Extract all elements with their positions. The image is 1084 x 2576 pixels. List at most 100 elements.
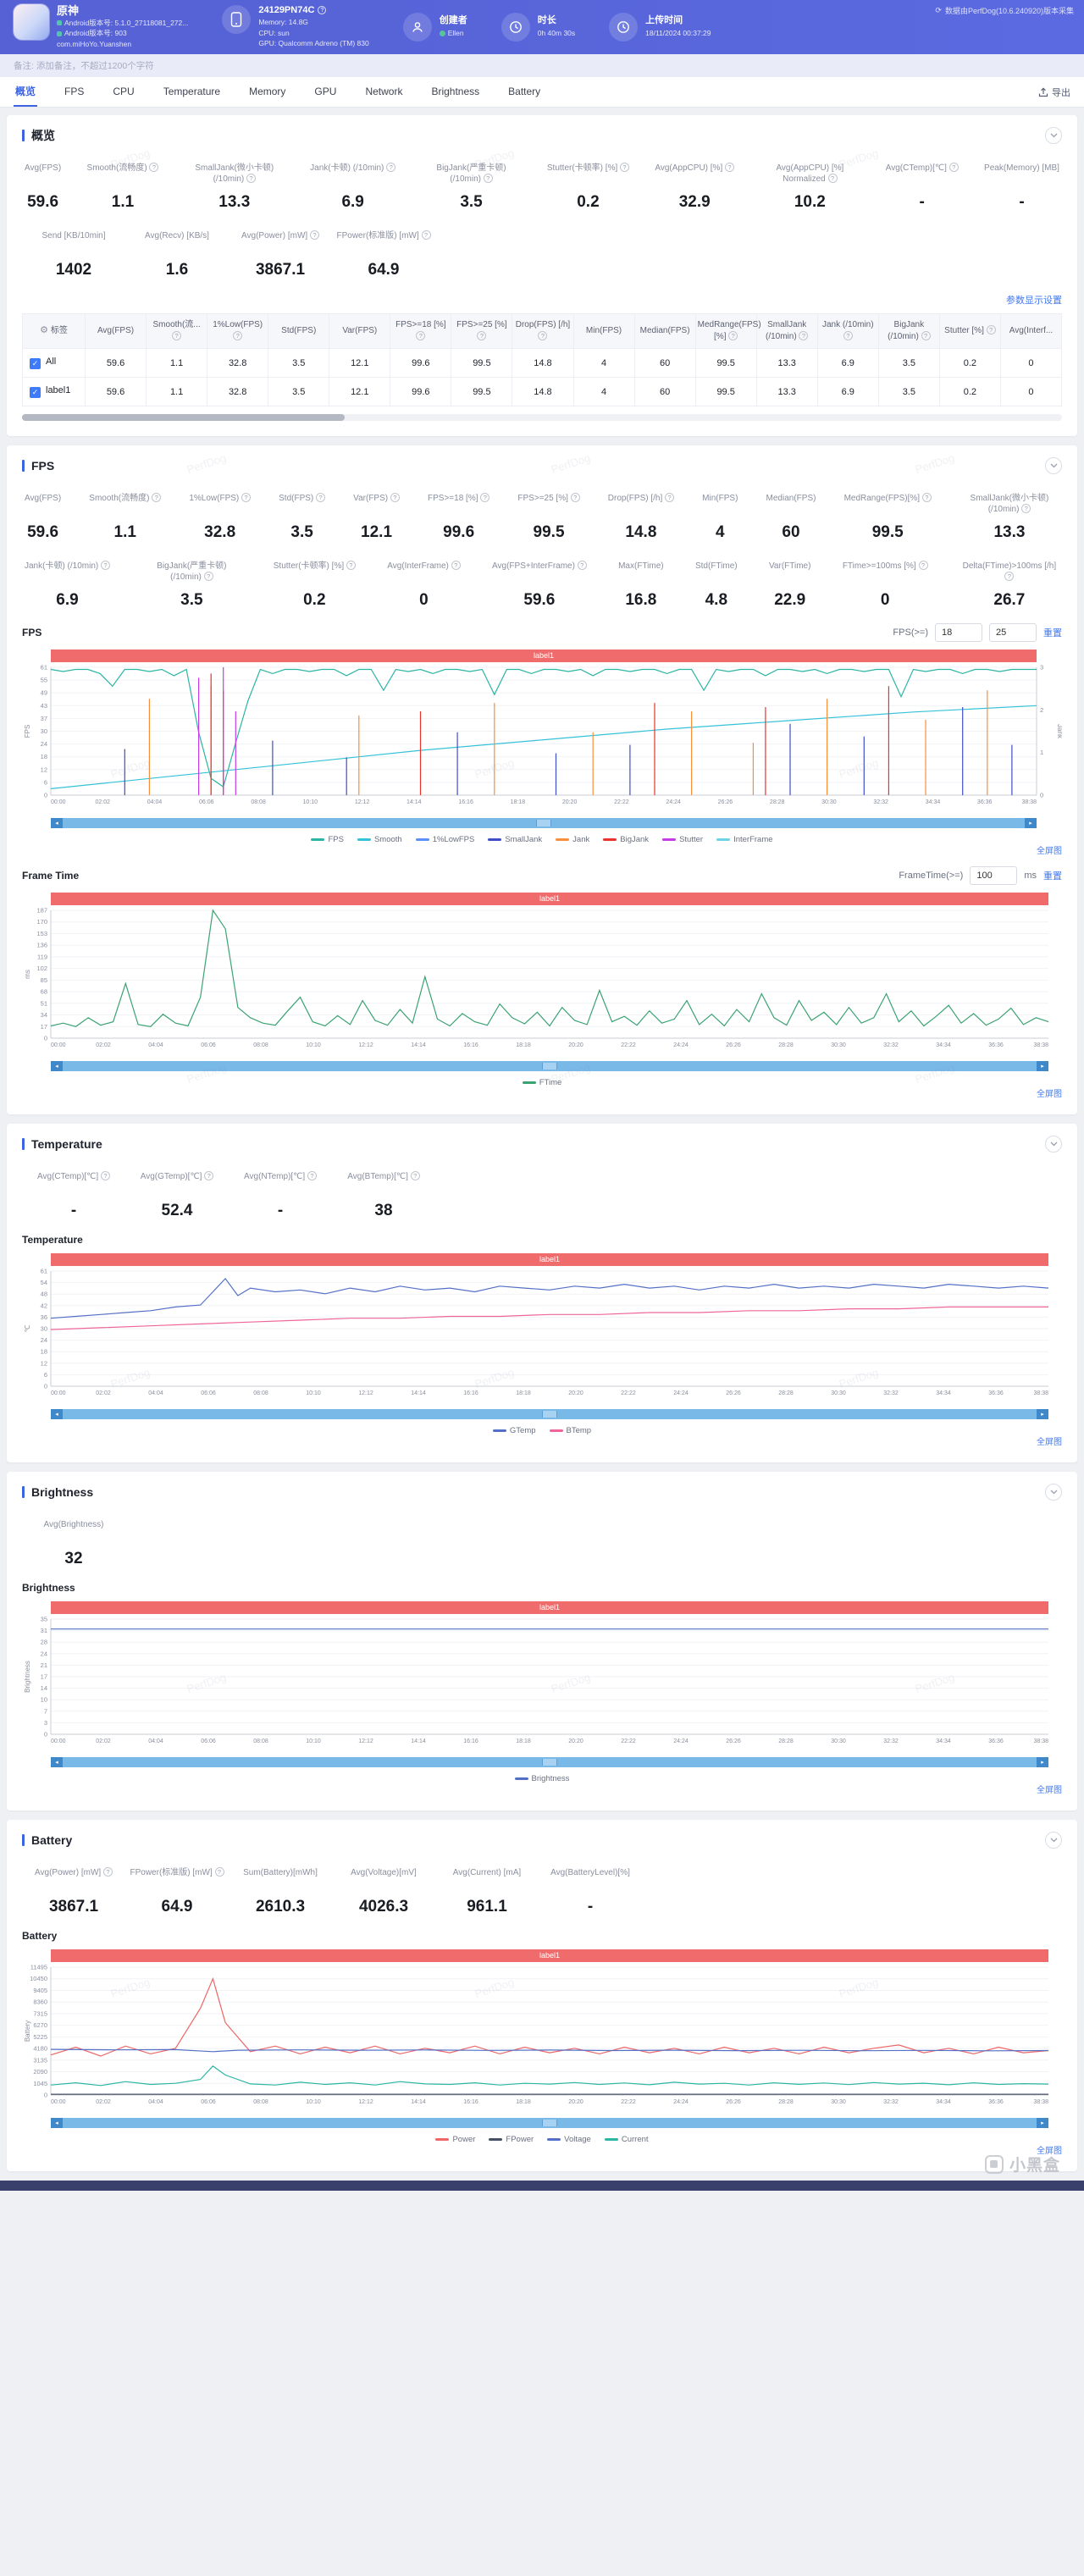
tab-item-0[interactable]: 概览: [14, 77, 38, 107]
table-row[interactable]: ✓ All 59.6 1.1 32.8 3.5 12.1 99.6 99.5 14.8 4 60 99.…: [22, 348, 1063, 378]
collapse-brightness-button[interactable]: [1045, 1484, 1062, 1501]
tab-item-2[interactable]: CPU: [113, 85, 135, 97]
tab-item-4[interactable]: Memory: [249, 85, 286, 97]
info-icon[interactable]: ?: [483, 174, 493, 183]
legend-item[interactable]: Power: [435, 2135, 475, 2144]
info-icon[interactable]: ?: [570, 493, 580, 502]
legend-item[interactable]: GTemp: [492, 1426, 536, 1435]
frametime-fullscreen-link[interactable]: 全屏图: [1037, 1090, 1062, 1099]
info-icon[interactable]: ?: [477, 330, 487, 340]
tab-item-6[interactable]: Network: [365, 85, 403, 97]
table-row[interactable]: ✓ label1 59.6 1.1 32.8 3.5 12.1 99.6 99.5 14.8 4 60…: [22, 377, 1063, 406]
scroll-right-button[interactable]: ▸: [1037, 1409, 1048, 1419]
info-icon[interactable]: ?: [538, 330, 548, 340]
temperature-fullscreen-link[interactable]: 全屏图: [1037, 1438, 1062, 1447]
scroll-left-button[interactable]: ◂: [51, 2118, 63, 2128]
scroll-left-button[interactable]: ◂: [51, 1409, 63, 1419]
legend-item[interactable]: BTemp: [549, 1426, 591, 1435]
scroll-right-button[interactable]: ▸: [1037, 1757, 1048, 1767]
brightness-fullscreen-link[interactable]: 全屏图: [1037, 1786, 1062, 1795]
fps-reset-link[interactable]: 重置: [1043, 628, 1062, 638]
legend-item[interactable]: Jank: [556, 835, 589, 844]
temperature-chart[interactable]: 61 54 48 42 36 30 24 18 12 6 0 00:00 02:02 04:04 06:06…: [22, 1266, 1062, 1406]
legend-item[interactable]: Stutter: [662, 835, 703, 844]
tab-item-5[interactable]: GPU: [314, 85, 337, 97]
info-icon[interactable]: ?: [246, 174, 257, 183]
collapse-battery-button[interactable]: [1045, 1832, 1062, 1849]
fps-threshold-input-2[interactable]: [989, 623, 1037, 642]
legend-item[interactable]: SmallJank: [488, 835, 542, 844]
scroll-track[interactable]: [63, 1061, 1037, 1071]
tab-item-7[interactable]: Brightness: [431, 85, 480, 97]
fps-fullscreen-link[interactable]: 全屏图: [1037, 847, 1062, 856]
info-icon[interactable]: ?: [101, 561, 111, 570]
info-icon[interactable]: ?: [728, 330, 738, 340]
scroll-left-button[interactable]: ◂: [51, 1757, 63, 1767]
scroll-grip[interactable]: [542, 1063, 557, 1070]
info-icon[interactable]: ?: [346, 561, 356, 570]
info-icon[interactable]: ?: [149, 163, 159, 172]
info-icon[interactable]: ?: [921, 330, 931, 340]
info-icon[interactable]: ?: [307, 1171, 317, 1180]
row-checkbox[interactable]: ✓: [30, 387, 41, 398]
info-icon[interactable]: ?: [172, 330, 182, 340]
legend-item[interactable]: Current: [604, 2135, 649, 2144]
scroll-right-button[interactable]: ▸: [1037, 2118, 1048, 2128]
info-icon[interactable]: ?: [620, 163, 630, 172]
brightness-chart[interactable]: 35 31 28 24 21 17 14 10 7 3 0 00:00 02:02 04:04 06:06 0…: [22, 1614, 1062, 1754]
scroll-left-button[interactable]: ◂: [51, 818, 63, 828]
info-icon[interactable]: ?: [100, 1171, 110, 1180]
battery-chart-scrollbar[interactable]: ◂ ▸: [51, 2118, 1048, 2128]
scroll-left-button[interactable]: ◂: [51, 1061, 63, 1071]
info-icon[interactable]: ?: [843, 330, 853, 340]
scroll-grip[interactable]: [542, 1411, 557, 1418]
legend-item[interactable]: Smooth: [357, 835, 402, 844]
info-icon[interactable]: ?: [451, 561, 461, 570]
gear-icon[interactable]: ⚙: [40, 325, 49, 336]
frametime-chart-scrollbar[interactable]: ◂ ▸: [51, 1061, 1048, 1071]
frametime-reset-link[interactable]: 重置: [1043, 871, 1062, 882]
info-icon[interactable]: ?: [1004, 572, 1015, 581]
info-icon[interactable]: ?: [203, 572, 213, 581]
info-icon[interactable]: ?: [152, 493, 162, 502]
legend-item[interactable]: FPS: [311, 835, 344, 844]
scroll-grip[interactable]: [542, 2120, 557, 2126]
info-icon[interactable]: ?: [725, 163, 734, 172]
battery-chart[interactable]: 11495 10450 9405 8360 7315 6270 5225 4180 3135 20…: [22, 1962, 1062, 2114]
scroll-grip[interactable]: [542, 1759, 557, 1766]
info-icon[interactable]: ?: [921, 493, 932, 502]
scroll-right-button[interactable]: ▸: [1037, 1061, 1048, 1071]
scroll-track[interactable]: [63, 818, 1025, 828]
scroll-track[interactable]: [63, 1409, 1037, 1419]
legend-item[interactable]: FTime: [522, 1078, 561, 1087]
info-icon[interactable]: ?: [386, 163, 396, 172]
legend-item[interactable]: Brightness: [514, 1774, 569, 1783]
info-icon[interactable]: ?: [1021, 504, 1031, 513]
info-icon[interactable]: ?: [918, 561, 928, 570]
info-icon[interactable]: ?: [421, 230, 431, 240]
battery-fullscreen-link[interactable]: 全屏图: [1037, 2147, 1062, 2156]
brightness-chart-scrollbar[interactable]: ◂ ▸: [51, 1757, 1048, 1767]
legend-item[interactable]: 1%LowFPS: [415, 835, 474, 844]
info-icon[interactable]: ?: [214, 1867, 224, 1877]
export-button[interactable]: 导出: [1038, 86, 1070, 99]
scroll-grip[interactable]: [536, 820, 551, 826]
info-icon[interactable]: ?: [665, 493, 675, 502]
info-icon[interactable]: ?: [390, 493, 400, 502]
device-info-icon[interactable]: ?: [318, 5, 327, 14]
temperature-chart-scrollbar[interactable]: ◂ ▸: [51, 1409, 1048, 1419]
tab-item-1[interactable]: FPS: [64, 85, 85, 97]
info-icon[interactable]: ?: [480, 493, 490, 502]
info-icon[interactable]: ?: [799, 330, 809, 340]
row-checkbox[interactable]: ✓: [30, 358, 41, 369]
remark-bar[interactable]: 备注: 添加备注，不超过1200个字符: [0, 54, 1084, 77]
info-icon[interactable]: ?: [577, 561, 587, 570]
scroll-track[interactable]: [63, 2118, 1037, 2128]
scroll-right-button[interactable]: ▸: [1025, 818, 1037, 828]
collapse-temperature-button[interactable]: [1045, 1136, 1062, 1153]
info-icon[interactable]: ?: [827, 174, 838, 183]
scroll-track[interactable]: [63, 1757, 1037, 1767]
fps-chart-scrollbar[interactable]: ◂ ▸: [51, 818, 1037, 828]
legend-item[interactable]: Voltage: [547, 2135, 591, 2144]
frametime-chart[interactable]: 187 170 153 136 119 102 85 68 51 34 17 0 00:00 02:02 0…: [22, 905, 1062, 1058]
